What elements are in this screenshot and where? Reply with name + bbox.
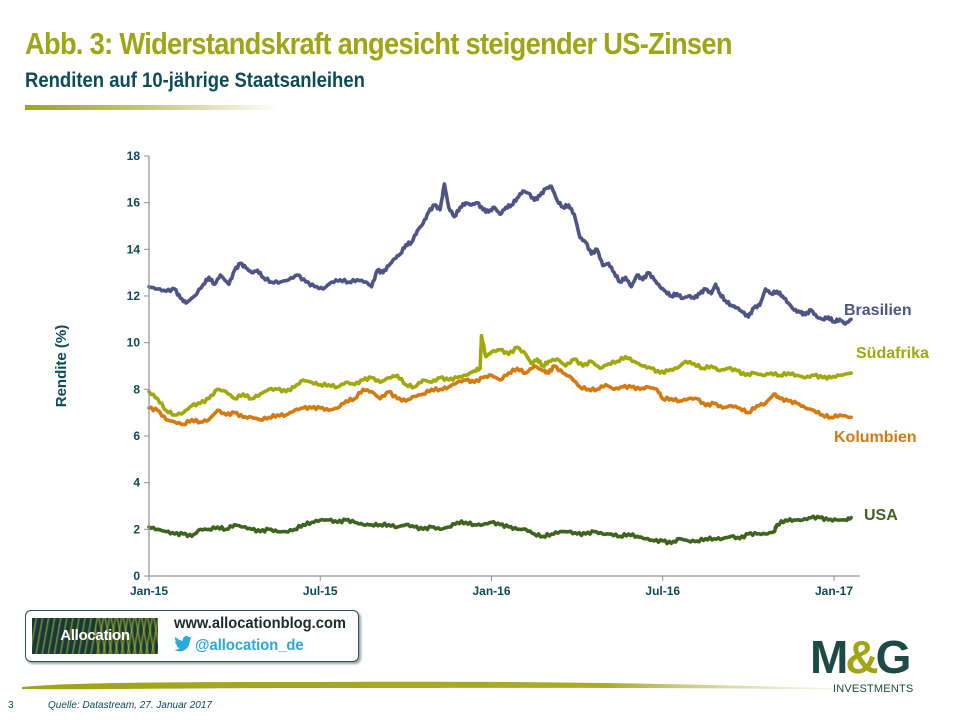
page-number: 3 [8, 700, 14, 711]
twitter-link[interactable]: @allocation_de [174, 636, 304, 655]
x-tick-label: Jan-17 [815, 584, 853, 598]
title-underline-bar [25, 105, 280, 110]
series-line-brasilien [147, 182, 853, 326]
logo-g: G [875, 631, 912, 683]
y-tick-label: 2 [133, 522, 140, 536]
x-tick-label: Jan-15 [130, 584, 168, 598]
mg-investments-logo: M&G INVESTMENTS [810, 634, 935, 700]
series-label-brasilien: Brasilien [844, 302, 912, 319]
x-tick-label: Jul-15 [303, 584, 338, 598]
series-line-suedafrika [147, 333, 853, 417]
chart-title: Abb. 3: Widerstandskraft angesicht steig… [25, 26, 733, 61]
decorative-swoosh [22, 681, 857, 690]
axes-layer: 0 2 4 6 8 10 12 14 16 18 Jan-15 Jul-15 Jan-16 Jul-16 J… [127, 149, 860, 598]
chart-subtitle: Renditen auf 10-jährige Staatsanleihen [25, 69, 365, 92]
y-tick-label: 14 [127, 242, 141, 256]
y-tick-label: 16 [127, 196, 141, 210]
x-tick-label: Jul-16 [645, 584, 680, 598]
series-label-suedafrika: Südafrika [856, 345, 929, 362]
y-tick-label: 18 [127, 149, 141, 163]
allocation-badge[interactable]: Allocation www.allocationblog.com @alloc… [25, 610, 359, 662]
series-layer [147, 182, 853, 546]
y-tick-label: 0 [133, 569, 140, 583]
logo-ampersand: & [845, 631, 878, 683]
y-tick-label: 4 [133, 476, 140, 490]
twitter-bird-icon [174, 636, 192, 652]
x-tick-label: Jan-16 [472, 584, 510, 598]
series-label-kolumbien: Kolumbien [834, 429, 917, 446]
y-tick-label: 12 [127, 289, 141, 303]
series-label-usa: USA [864, 507, 898, 524]
y-tick-label: 6 [133, 429, 140, 443]
y-tick-label: 8 [133, 382, 140, 396]
logo-m: M [810, 631, 848, 683]
twitter-handle: @allocation_de [195, 637, 304, 654]
series-line-kolumbien [147, 364, 853, 427]
y-tick-label: 10 [127, 336, 141, 350]
source-note: Quelle: Datastream, 27. Januar 2017 [48, 700, 212, 711]
series-line-usa [147, 514, 853, 546]
logo-subtitle: INVESTMENTS [833, 683, 914, 695]
y-axis-label: Rendite (%) [53, 325, 70, 408]
allocation-logo[interactable]: Allocation [32, 618, 158, 654]
allocation-logo-text: Allocation [60, 627, 130, 644]
blog-url-link[interactable]: www.allocationblog.com [174, 615, 347, 632]
